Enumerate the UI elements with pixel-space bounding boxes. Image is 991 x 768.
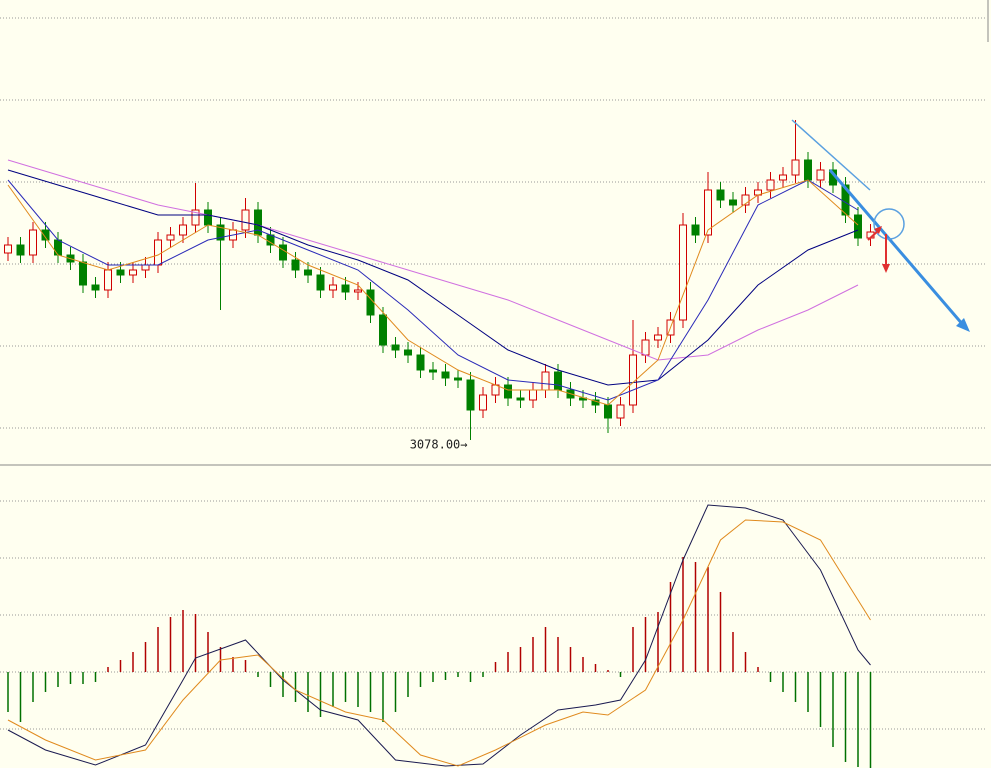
candle-body	[791, 159, 800, 176]
candle-body	[541, 371, 550, 391]
low-annotation: 3078.00→	[410, 438, 468, 452]
candle-body	[504, 384, 512, 399]
candle-body	[141, 264, 150, 271]
candle-body	[404, 349, 412, 356]
candle-body	[766, 179, 775, 191]
arrow-head	[874, 226, 882, 234]
trend-line	[791, 119, 871, 191]
candle-body	[154, 239, 162, 266]
candle-body	[191, 209, 200, 226]
candle-body	[604, 404, 612, 419]
candle-body	[816, 169, 825, 181]
candle-body	[616, 404, 625, 419]
candle-body	[279, 244, 287, 261]
candle-body	[291, 259, 300, 271]
candle-body	[416, 354, 425, 371]
candle-body	[316, 274, 325, 291]
candle-body	[516, 397, 525, 401]
candle-body	[641, 339, 650, 356]
highlight-circle	[873, 208, 905, 240]
candle-body	[54, 239, 62, 256]
candle-body	[341, 284, 350, 293]
candle-body	[466, 379, 475, 411]
candle-body	[216, 224, 225, 241]
candle-body	[704, 189, 712, 236]
candle-body	[79, 261, 87, 286]
candle-body	[29, 229, 37, 256]
candle-body	[91, 284, 100, 291]
candle-body	[479, 394, 487, 411]
indicator-line	[7, 179, 859, 406]
candle-body	[116, 269, 125, 276]
candle-body	[854, 214, 862, 239]
arrow-head	[956, 318, 970, 332]
candle-body	[654, 334, 662, 341]
candle-body	[429, 369, 437, 373]
candle-body	[166, 234, 175, 241]
candle-body	[366, 289, 375, 316]
candle-body	[391, 344, 400, 351]
candle-body	[329, 284, 337, 291]
candle-body	[679, 224, 687, 321]
candle-body	[241, 209, 250, 231]
candle-body	[441, 371, 450, 379]
candle-body	[179, 224, 187, 236]
candle-body	[729, 199, 737, 206]
candle-body	[779, 174, 787, 181]
indicator-line	[7, 519, 871, 767]
candle-body	[304, 269, 312, 276]
candle-body	[379, 314, 387, 346]
indicator-line	[7, 169, 859, 386]
candle-body	[41, 229, 50, 241]
candle-body	[741, 194, 750, 206]
indicator-line	[7, 179, 859, 401]
candle-body	[716, 189, 725, 201]
forecast-arrow	[828, 169, 966, 327]
candle-body	[104, 269, 112, 291]
candle-body	[129, 269, 137, 276]
indicator-line	[7, 504, 871, 767]
candle-body	[16, 244, 25, 256]
candle-body	[4, 244, 12, 254]
candle-body	[529, 389, 537, 401]
arrow-head	[882, 264, 890, 273]
plot: 3078.00→	[0, 17, 985, 768]
indicator-line	[7, 159, 859, 361]
candle-body	[204, 209, 212, 226]
candle-body	[354, 289, 362, 293]
candle-body	[454, 377, 462, 381]
candle-body	[804, 159, 812, 181]
candle-body	[691, 224, 700, 236]
candle-body	[554, 371, 562, 391]
